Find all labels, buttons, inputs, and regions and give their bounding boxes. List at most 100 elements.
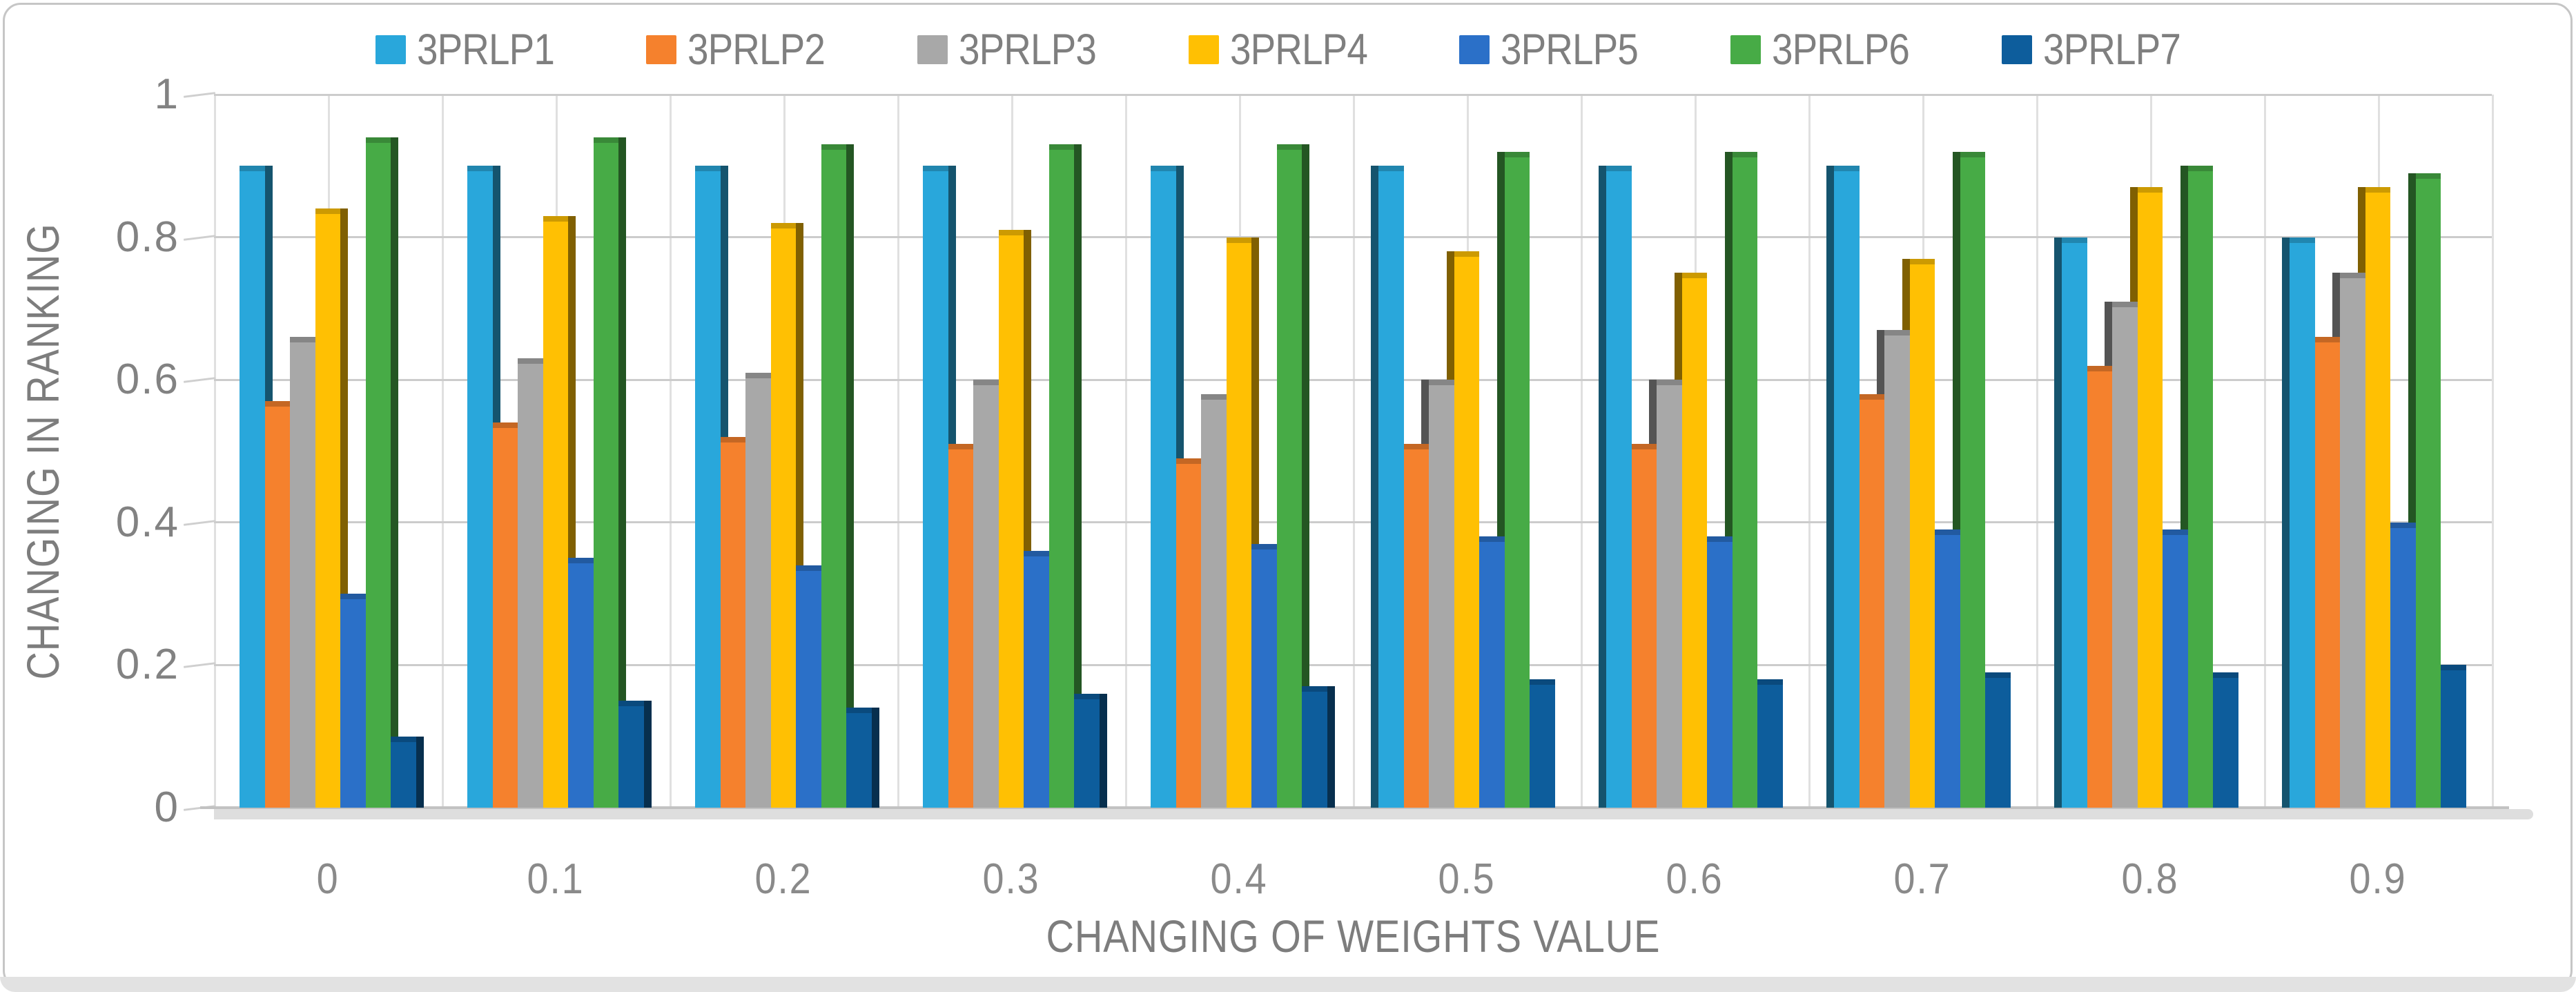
bar-top-face	[2441, 665, 2466, 671]
bar-top-face	[2112, 301, 2138, 307]
bar-top-face	[518, 358, 543, 364]
bar-side-face	[1421, 380, 1430, 445]
vertical-gridline	[1581, 95, 1583, 808]
bar-top-face	[340, 594, 366, 600]
bar-side-face	[2408, 173, 2416, 523]
bar-side-face	[1724, 151, 1733, 537]
bar-top-face	[1504, 151, 1530, 157]
bar-group-0.9	[2264, 95, 2492, 808]
y-axis-tick	[183, 92, 216, 98]
bar-top-face	[391, 736, 416, 742]
legend-label: 3PRLP1	[416, 26, 555, 74]
bar-3PRLP2-x0.3	[948, 444, 974, 808]
horizontal-gridline	[214, 236, 2492, 239]
bar-top-face	[1302, 686, 1327, 692]
bar-3PRLP6-x0.6	[1724, 151, 1758, 808]
bar-top-face	[492, 422, 518, 429]
bar-top-face	[973, 380, 999, 386]
bar-top-face	[948, 444, 974, 450]
bar-3PRLP6-x0.7	[1952, 151, 1986, 808]
bar-top-face	[1024, 551, 1049, 557]
bar-top-face	[1935, 529, 1960, 536]
bar-3PRLP1-x0.6	[1599, 166, 1632, 808]
y-tick-label: 0	[154, 784, 179, 831]
x-category-label: 0.1	[527, 855, 585, 903]
bar-top-face	[1403, 444, 1430, 450]
bar-group-0.1	[442, 95, 670, 808]
bar-top-face	[2187, 166, 2214, 172]
bar-top-face	[1732, 151, 1758, 157]
bar-3PRLP7-x0	[391, 736, 424, 808]
legend-label: 3PRLP7	[2042, 26, 2181, 74]
bar-top-face	[1378, 166, 1404, 172]
bar-side-face	[2332, 273, 2341, 338]
bar-side-face	[1024, 230, 1032, 552]
bar-3PRLP3-x0.9	[2332, 273, 2365, 808]
bar-3PRLP4-x0.2	[770, 222, 804, 808]
bar-3PRLP3-x0.2	[745, 372, 771, 808]
y-axis-title-text: CHANGING IN RANKING	[17, 222, 68, 680]
x-category-label: 0.5	[1438, 855, 1496, 903]
bar-3PRLP7-x0.5	[1530, 679, 1555, 808]
x-category-label: 0.4	[1210, 855, 1268, 903]
bar-top-face	[1048, 144, 1075, 150]
bar-3PRLP1-x0.9	[2282, 237, 2315, 808]
bar-top-face	[2213, 672, 2238, 678]
bar-3PRLP3-x0.7	[1877, 329, 1910, 808]
horizontal-gridline	[214, 663, 2492, 666]
y-tick-label: 0.6	[115, 356, 179, 404]
bar-3PRLP2-x0.9	[2314, 337, 2341, 808]
y-axis-title: CHANGING IN RANKING	[17, 182, 69, 719]
bar-top-face	[2415, 173, 2441, 179]
legend-swatch-icon	[2001, 35, 2032, 64]
bar-side-face	[618, 137, 627, 701]
bar-top-face	[2314, 337, 2341, 343]
bar-side-face	[2054, 237, 2062, 808]
bar-side-face	[1446, 251, 1454, 380]
bar-top-face	[695, 166, 721, 172]
bar-3PRLP5-x0	[340, 594, 366, 808]
vertical-gridline	[1353, 95, 1355, 808]
x-axis-title-text: CHANGING OF WEIGHTS VALUE	[1046, 911, 1660, 962]
bar-side-face	[391, 137, 399, 737]
bar-group-0.6	[1581, 95, 1808, 808]
bar-side-face	[340, 208, 349, 594]
bar-3PRLP7-x0.9	[2441, 665, 2466, 808]
x-axis-line	[200, 806, 2509, 809]
y-axis-tick	[183, 234, 216, 241]
bar-group-0.3	[897, 95, 1125, 808]
bar-side-face	[2357, 187, 2365, 273]
bar-top-face	[998, 230, 1024, 236]
bar-top-face	[2087, 365, 2113, 371]
bar-3PRLP3-x0.8	[2105, 301, 2138, 808]
bar-side-face	[1826, 166, 1835, 808]
legend-item-3PRLP5: 3PRLP5	[1459, 25, 1659, 75]
bar-3PRLP1-x0	[240, 166, 273, 808]
bar-top-face	[770, 222, 797, 228]
bar-3PRLP4-x0.1	[543, 215, 576, 808]
horizontal-gridline	[214, 521, 2492, 524]
bar-side-face	[720, 166, 728, 437]
bar-group-0.4	[1125, 95, 1353, 808]
bar-side-face	[1302, 144, 1310, 687]
bar-3PRLP6-x0.8	[2180, 166, 2214, 808]
bar-top-face	[1175, 458, 1202, 464]
bar-top-face	[720, 436, 746, 442]
bar-3PRLP6-x0.9	[2408, 173, 2441, 808]
bar-3PRLP7-x0.8	[2213, 672, 2238, 808]
x-category-label: 0.6	[1666, 855, 1724, 903]
bar-side-face	[1877, 329, 1885, 394]
x-category-label: 0.9	[2349, 855, 2407, 903]
bar-3PRLP6-x0.5	[1496, 151, 1530, 808]
bar-top-face	[1657, 380, 1682, 386]
bar-3PRLP1-x0.5	[1371, 166, 1404, 808]
bar-3PRLP3-x0.1	[518, 358, 543, 808]
bar-3PRLP6-x0.4	[1276, 144, 1310, 808]
bar-side-face	[1649, 380, 1657, 445]
bar-top-face	[1226, 237, 1252, 243]
bar-3PRLP2-x0.4	[1175, 458, 1202, 808]
bar-side-face	[1496, 151, 1505, 537]
bar-side-face	[1099, 693, 1107, 808]
bar-3PRLP5-x0.5	[1479, 536, 1505, 808]
